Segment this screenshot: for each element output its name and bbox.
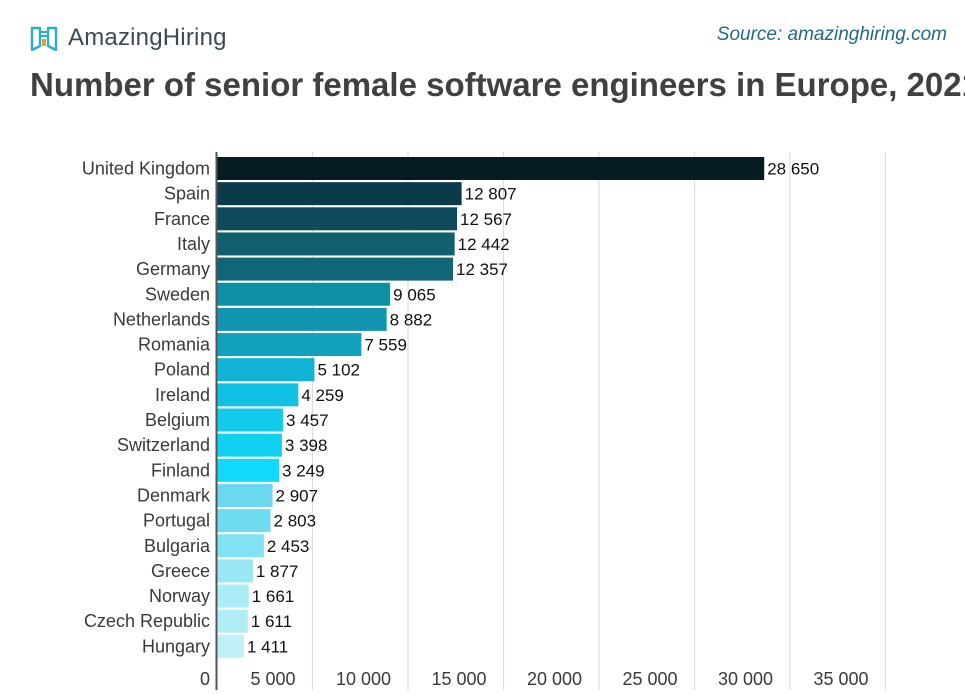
x-tick-label: 0 (200, 669, 210, 689)
bar (217, 307, 387, 331)
bar-value-label: 1 661 (252, 587, 295, 606)
bar-value-label: 4 259 (301, 386, 344, 405)
bar (217, 559, 253, 583)
bar (217, 584, 249, 608)
x-tick-label: 5 000 (250, 669, 295, 689)
bar (217, 182, 462, 206)
bar-value-label: 3 457 (286, 411, 329, 430)
chart-title: Number of senior female software enginee… (30, 66, 965, 103)
category-label: Sweden (145, 284, 210, 304)
category-label: Netherlands (113, 309, 210, 329)
x-tick-label: 30 000 (718, 669, 773, 689)
source-label: Source: amazinghiring.com (716, 24, 947, 45)
amazinghiring-logo-icon (30, 26, 58, 52)
bar (217, 383, 299, 407)
bar (217, 358, 315, 382)
category-label: Portugal (143, 511, 210, 531)
category-label: Bulgaria (144, 536, 211, 556)
bar-value-label: 2 803 (274, 512, 317, 531)
bar (217, 609, 248, 633)
category-label: United Kingdom (82, 159, 210, 179)
category-label: Greece (151, 561, 210, 581)
bar-value-label: 7 559 (364, 336, 407, 355)
bar (217, 458, 280, 482)
x-tick-label: 25 000 (622, 669, 677, 689)
bar-value-label: 12 807 (465, 185, 517, 204)
bar (217, 232, 455, 256)
bar (217, 408, 284, 432)
bar (217, 207, 458, 231)
bar-value-label: 12 567 (460, 210, 512, 229)
bar (217, 433, 282, 457)
bar-value-label: 1 611 (251, 612, 292, 631)
category-label: France (154, 209, 210, 229)
bar (217, 282, 391, 306)
category-label: Hungary (142, 636, 210, 656)
bar-value-label: 9 065 (393, 285, 436, 304)
x-tick-label: 15 000 (431, 669, 486, 689)
bar-value-label: 1 411 (247, 637, 288, 656)
bar-value-label: 3 398 (285, 436, 328, 455)
category-label: Norway (149, 586, 210, 606)
bar (217, 634, 244, 658)
x-tick-label: 35 000 (813, 669, 868, 689)
bar (217, 333, 362, 357)
category-label: Belgium (145, 410, 210, 430)
bar-value-label: 28 650 (767, 160, 819, 179)
category-label: Poland (154, 360, 210, 380)
category-label: Finland (151, 460, 210, 480)
bar-value-label: 12 357 (456, 260, 508, 279)
bar (217, 483, 273, 507)
category-label: Ireland (155, 385, 210, 405)
chart-header: AmazingHiring Source: amazinghiring.com … (0, 0, 965, 120)
category-label: Germany (136, 259, 210, 279)
x-tick-label: 10 000 (336, 669, 391, 689)
bar-value-label: 2 453 (267, 537, 310, 556)
bar-value-label: 5 102 (317, 361, 360, 380)
bar (217, 257, 454, 281)
logo: AmazingHiring (28, 22, 227, 54)
logo-text: AmazingHiring (68, 24, 227, 51)
bar (217, 157, 765, 180)
bar-value-label: 3 249 (282, 461, 325, 480)
bar-value-label: 2 907 (276, 486, 319, 505)
category-label: Spain (164, 184, 210, 204)
bar-value-label: 8 882 (390, 310, 433, 329)
category-label: Switzerland (117, 435, 210, 455)
category-label: Italy (177, 234, 210, 254)
bar (217, 509, 271, 533)
category-label: Denmark (137, 485, 211, 505)
bar (217, 534, 264, 558)
bar-value-label: 1 877 (256, 562, 299, 581)
category-label: Romania (138, 335, 211, 355)
x-tick-label: 20 000 (527, 669, 582, 689)
category-label: Czech Republic (84, 611, 210, 631)
bar-value-label: 12 442 (458, 235, 510, 254)
